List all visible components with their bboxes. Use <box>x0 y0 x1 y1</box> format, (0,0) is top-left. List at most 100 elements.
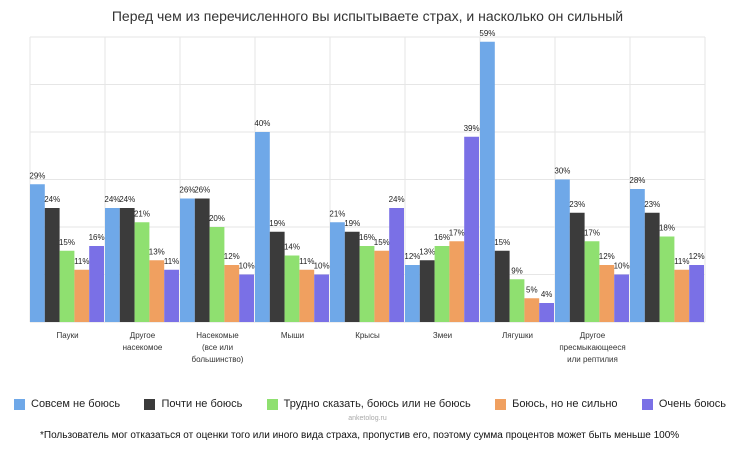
legend-label: Боюсь, но не сильно <box>512 398 618 410</box>
bar <box>224 265 240 322</box>
data-label: 24% <box>44 195 60 204</box>
bar <box>299 269 315 322</box>
data-label: 21% <box>329 209 345 218</box>
bar <box>599 265 615 322</box>
legend-label: Очень боюсь <box>658 398 726 410</box>
bar <box>480 41 495 322</box>
bar <box>89 246 104 322</box>
bar <box>494 250 510 322</box>
data-label: 12% <box>599 252 615 261</box>
bar <box>284 255 300 322</box>
category-label: Змеи <box>433 331 452 340</box>
bar <box>405 265 420 322</box>
data-label: 11% <box>674 257 689 266</box>
bar <box>194 198 210 322</box>
bar <box>105 208 120 322</box>
watermark: anketolog.ru <box>348 415 387 422</box>
bar <box>539 303 554 322</box>
bar <box>255 132 270 322</box>
data-label: 18% <box>659 224 675 233</box>
data-label: 24% <box>119 195 135 204</box>
data-label: 17% <box>449 228 465 237</box>
data-label: 12% <box>224 252 240 261</box>
bar <box>614 274 629 322</box>
category-label: или рептилия <box>567 355 618 364</box>
bar <box>509 279 525 322</box>
data-label: 13% <box>149 247 165 256</box>
bar <box>134 222 150 322</box>
bar <box>344 231 360 322</box>
data-label: 15% <box>59 238 75 247</box>
bar <box>30 184 45 322</box>
bar <box>119 208 135 322</box>
data-label: 4% <box>541 290 553 299</box>
data-label: 13% <box>419 247 435 256</box>
data-label: 28% <box>629 176 645 185</box>
data-label: 5% <box>526 285 538 294</box>
data-label: 59% <box>479 29 495 38</box>
data-label: 30% <box>554 167 570 176</box>
data-label: 12% <box>404 252 420 261</box>
legend: Совсем не боюсь Почти не боюсь Трудно ск… <box>14 398 726 410</box>
legend-item-3: Боюсь, но не сильно <box>495 398 618 410</box>
bar <box>644 212 660 322</box>
bar <box>74 269 90 322</box>
data-label: 19% <box>344 219 360 228</box>
data-label: 10% <box>239 262 255 271</box>
legend-label: Совсем не боюсь <box>31 398 121 410</box>
bar <box>674 269 690 322</box>
bar <box>630 189 645 322</box>
data-label: 40% <box>254 119 270 128</box>
legend-swatch <box>266 398 278 410</box>
data-label: 16% <box>89 233 105 242</box>
bar <box>239 274 254 322</box>
data-label: 23% <box>644 200 660 209</box>
category-label: пресмыкающееся <box>559 343 625 352</box>
bar <box>44 208 60 322</box>
bar-chart: 29%24%26%40%21%12%59%30%28%24% 24%26%19% 1… <box>29 29 706 364</box>
bar <box>689 265 704 322</box>
data-label: 24% <box>104 195 120 204</box>
category-label: Пауки <box>56 331 78 340</box>
bar <box>389 208 404 322</box>
bar <box>330 222 345 322</box>
category-label: Лягушки <box>502 331 533 340</box>
legend-swatch <box>144 398 156 410</box>
data-label: 10% <box>614 262 630 271</box>
bar <box>164 269 179 322</box>
bar <box>419 260 435 322</box>
category-label: Насекомые <box>196 331 239 340</box>
data-label: 12% <box>689 252 705 261</box>
bar <box>584 241 600 322</box>
data-label: 11% <box>74 257 89 266</box>
bar <box>524 298 540 322</box>
legend-item-2: Трудно сказать, боюсь или не боюсь <box>266 398 471 410</box>
category-label: насекомое <box>123 343 163 352</box>
chart-title: Перед чем из перечисленного вы испытывае… <box>111 8 624 24</box>
data-label: 14% <box>284 243 300 252</box>
data-label: 10% <box>314 262 330 271</box>
bar <box>149 260 165 322</box>
bar <box>180 198 195 322</box>
bar <box>555 179 570 322</box>
category-label: Мыши <box>281 331 304 340</box>
data-label: 15% <box>374 238 390 247</box>
legend-item-4: Очень боюсь <box>641 398 726 410</box>
bar <box>209 227 225 322</box>
category-label: Другое <box>580 331 606 340</box>
data-label: 11% <box>299 257 314 266</box>
bar <box>449 241 465 322</box>
bar <box>569 212 585 322</box>
data-label: 20% <box>209 214 225 223</box>
bar <box>269 231 285 322</box>
legend-label: Почти не боюсь <box>161 398 243 410</box>
bar <box>434 246 450 322</box>
legend-swatch <box>495 398 507 410</box>
legend-swatch <box>641 398 653 410</box>
data-label: 15% <box>494 238 510 247</box>
data-label: 17% <box>584 228 600 237</box>
data-label: 9% <box>511 266 523 275</box>
data-label: 26% <box>179 186 195 195</box>
legend-label: Трудно сказать, боюсь или не боюсь <box>283 398 471 410</box>
legend-item-0: Совсем не боюсь <box>14 398 120 410</box>
